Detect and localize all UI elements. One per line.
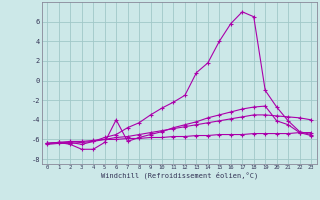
X-axis label: Windchill (Refroidissement éolien,°C): Windchill (Refroidissement éolien,°C): [100, 172, 258, 179]
